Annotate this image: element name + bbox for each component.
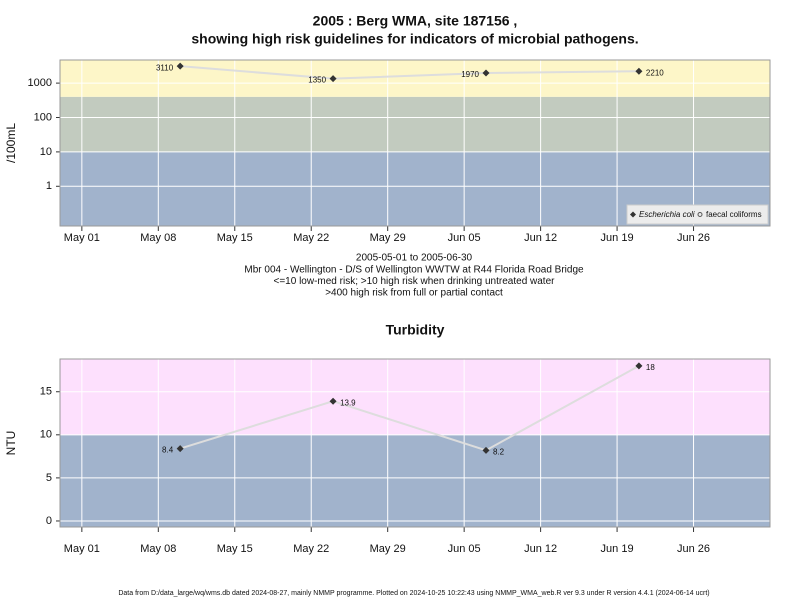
x-tick-label: May 01 (64, 543, 100, 555)
y-tick-label: 100 (34, 111, 52, 123)
note: >400 high risk from full or partial cont… (325, 288, 503, 299)
x-tick-label: Jun 05 (448, 543, 481, 555)
y-tick-label: 10 (40, 429, 52, 441)
y-tick-label: 15 (40, 386, 52, 398)
data-point (329, 397, 337, 405)
data-label: 13.9 (340, 398, 356, 407)
footer: Data from D:/data_large/wq/wms.db dated … (118, 590, 709, 597)
note: 2005-05-01 to 2005-06-30 (356, 253, 473, 264)
data-point (635, 362, 643, 370)
x-tick-label: Jun 19 (601, 543, 634, 555)
data-point (482, 446, 490, 454)
legend-label: faecal coliforms (706, 210, 762, 219)
data-label: 18 (646, 363, 655, 372)
x-tick-label: May 08 (140, 543, 176, 555)
data-point (176, 445, 184, 453)
risk-band (60, 96, 770, 152)
data-point (482, 69, 490, 77)
legend-marker (697, 212, 703, 217)
x-tick-label: Jun 12 (524, 543, 557, 555)
y-tick-label: 0 (46, 515, 52, 527)
chart-title: showing high risk guidelines for indicat… (191, 31, 638, 47)
chart-title: 2005 : Berg WMA, site 187156 , (313, 13, 518, 29)
data-label: 3110 (156, 63, 174, 72)
chart-title: Turbidity (386, 322, 445, 338)
x-tick-label: Jun 26 (677, 543, 710, 555)
y-tick-label: 10 (40, 146, 52, 158)
x-tick-label: May 15 (217, 232, 253, 244)
x-tick-label: May 29 (370, 232, 406, 244)
data-label: 8.2 (493, 447, 505, 456)
plot-frame (59, 59, 771, 227)
data-label: 1970 (461, 70, 479, 79)
x-tick-label: May 15 (217, 543, 253, 555)
data-label: 8.4 (162, 446, 174, 455)
x-tick-label: Jun 12 (524, 232, 557, 244)
x-tick-label: Jun 26 (677, 232, 710, 244)
y-tick-label: 5 (46, 472, 52, 484)
data-label: 1350 (308, 76, 326, 85)
y-tick-label: 1 (46, 180, 52, 192)
x-tick-label: May 29 (370, 543, 406, 555)
note: Mbr 004 - Wellington - D/S of Wellington… (244, 264, 584, 275)
note: <=10 low-med risk; >10 high risk when dr… (274, 276, 556, 287)
series-line (180, 65, 639, 80)
x-tick-label: May 08 (140, 232, 176, 244)
y-axis-label: NTU (4, 431, 18, 456)
x-tick-label: May 22 (293, 232, 329, 244)
data-point (176, 62, 184, 70)
legend-label: Escherichia coli (639, 210, 695, 219)
x-tick-label: May 01 (64, 232, 100, 244)
data-point (635, 67, 643, 75)
plot-frame (59, 358, 771, 528)
legend-marker (630, 211, 636, 218)
data-point (329, 75, 337, 83)
y-axis-label: /100mL (4, 123, 18, 163)
x-tick-label: Jun 19 (601, 232, 634, 244)
x-tick-label: May 22 (293, 543, 329, 555)
series-line (179, 365, 640, 452)
x-tick-label: Jun 05 (448, 232, 481, 244)
y-tick-label: 1000 (28, 77, 52, 89)
data-label: 2210 (646, 68, 664, 77)
risk-band (60, 359, 770, 435)
